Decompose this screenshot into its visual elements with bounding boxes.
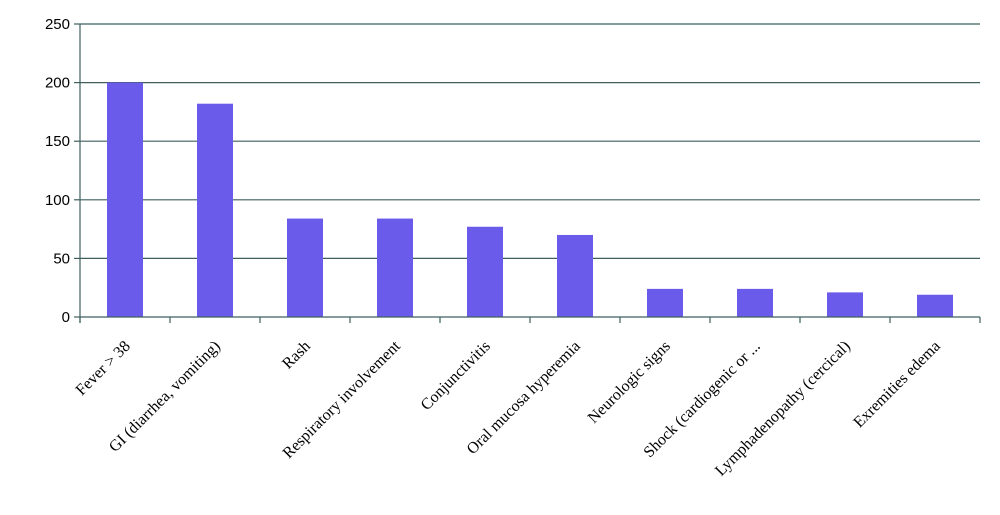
y-axis-ticks: 0 50 100 150 200 250	[45, 16, 80, 326]
y-tick-label: 250	[45, 16, 70, 33]
bar	[197, 103, 233, 317]
bar	[827, 292, 863, 317]
y-tick-label: 50	[53, 250, 70, 267]
y-tick-label: 200	[45, 75, 70, 92]
bar	[557, 234, 593, 317]
y-tick-label: 100	[45, 192, 70, 209]
y-tick-label: 0	[62, 309, 70, 326]
x-category-label: Exremities edema	[850, 338, 943, 431]
bar	[647, 288, 683, 317]
bar	[917, 294, 953, 317]
bar	[737, 288, 773, 317]
bar	[287, 218, 323, 317]
x-category-label: Fever > 38	[73, 338, 134, 399]
bar	[467, 226, 503, 317]
x-category-label: Conjunctivitis	[418, 338, 494, 414]
x-category-label: Rash	[279, 338, 314, 373]
x-category-label: Neurologic signs	[585, 338, 674, 427]
bars	[107, 82, 953, 317]
y-tick-label: 150	[45, 133, 70, 150]
bar	[377, 218, 413, 317]
axes	[79, 24, 981, 323]
bar	[107, 82, 143, 317]
